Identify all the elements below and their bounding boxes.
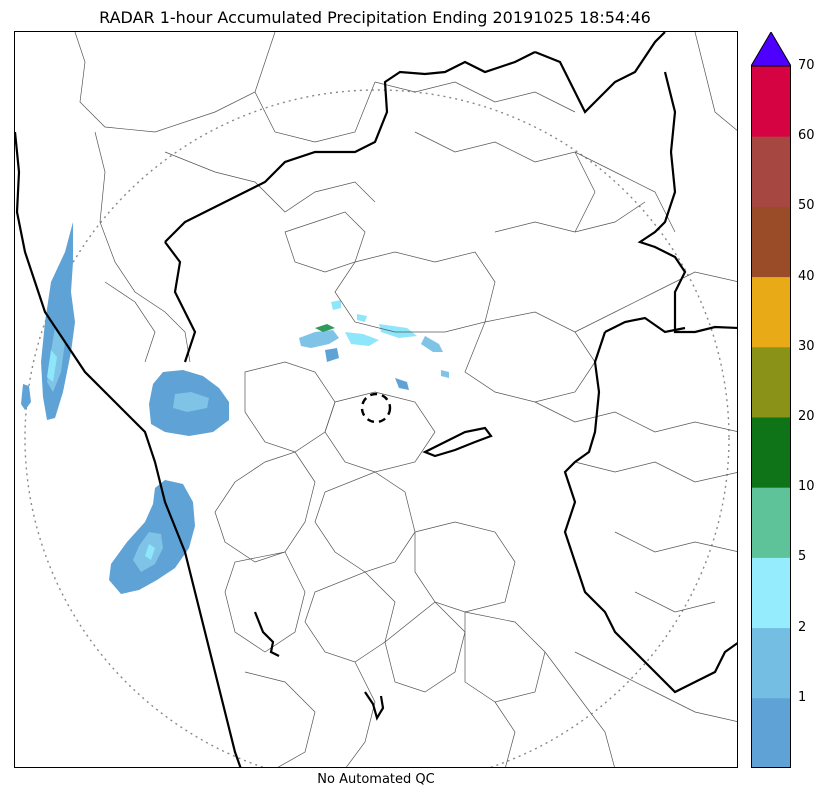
colorbar-tick-label: 1 bbox=[798, 689, 807, 705]
colorbar-tick-label: 2 bbox=[798, 619, 807, 635]
colorbar-outline bbox=[751, 65, 791, 768]
map-title: RADAR 1-hour Accumulated Precipitation E… bbox=[99, 8, 651, 27]
radar-range-ring bbox=[24, 89, 730, 767]
precipitation-layer bbox=[21, 222, 449, 594]
qc-note: No Automated QC bbox=[317, 772, 435, 787]
state-borders bbox=[15, 32, 737, 767]
colorbar-segment bbox=[751, 206, 791, 278]
colorbar-segment bbox=[751, 66, 791, 137]
colorbar-tick-label: 30 bbox=[798, 338, 815, 354]
colorbar-segment bbox=[751, 346, 791, 418]
district-borders bbox=[74, 32, 737, 767]
colorbar-segment bbox=[751, 697, 791, 768]
colorbar-segment bbox=[751, 276, 791, 348]
colorbar-segment bbox=[751, 557, 791, 629]
colorbar-tick-label: 5 bbox=[798, 549, 807, 565]
colorbar-tick-label: 50 bbox=[798, 198, 815, 214]
colorbar-segment bbox=[751, 487, 791, 558]
radar-site-marker bbox=[360, 392, 392, 424]
colorbar-canvas bbox=[751, 32, 791, 768]
colorbar-tick-label: 40 bbox=[798, 268, 815, 284]
colorbar-segment bbox=[751, 136, 791, 207]
colorbar-extend-arrow bbox=[751, 32, 791, 67]
radar-map bbox=[14, 31, 738, 768]
colorbar-segment bbox=[751, 627, 791, 699]
colorbar-tick-label: 10 bbox=[798, 479, 815, 495]
colorbar-tick-label: 60 bbox=[798, 128, 815, 144]
colorbar-segment bbox=[751, 417, 791, 488]
map-canvas bbox=[15, 32, 737, 767]
colorbar-tick-label: 70 bbox=[798, 58, 815, 73]
colorbar-tick-label: 20 bbox=[798, 409, 815, 424]
colorbar bbox=[751, 32, 791, 768]
